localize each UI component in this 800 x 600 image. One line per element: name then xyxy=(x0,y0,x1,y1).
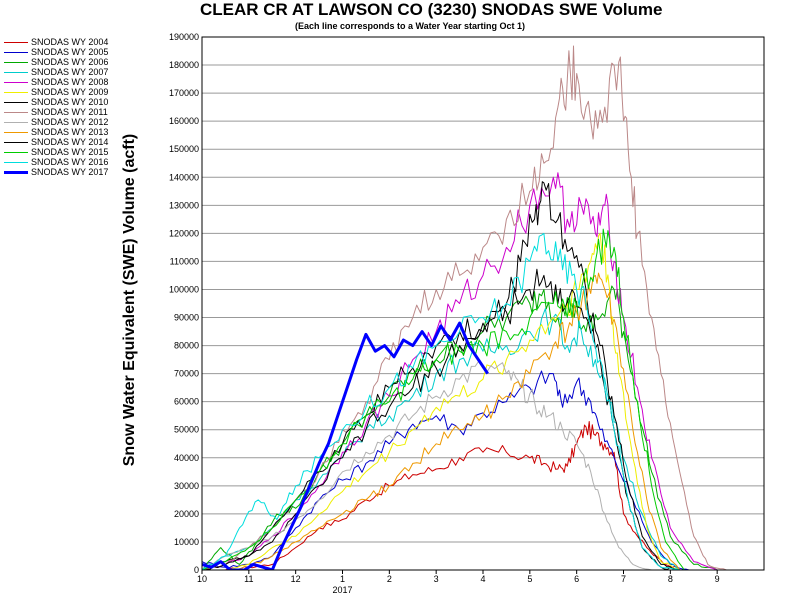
legend-item: SNODAS WY 2015 xyxy=(4,147,144,157)
plot-background xyxy=(202,37,764,570)
legend-swatch xyxy=(4,102,28,103)
legend-label: SNODAS WY 2013 xyxy=(31,127,109,137)
y-tick-label: 170000 xyxy=(169,88,199,98)
x-tick-label: 2 xyxy=(387,574,392,584)
legend-item: SNODAS WY 2011 xyxy=(4,107,144,117)
legend-item: SNODAS WY 2005 xyxy=(4,47,144,57)
y-tick-label: 190000 xyxy=(169,32,199,42)
series-line-snodas-wy-2005 xyxy=(202,370,764,570)
x-tick-label: 5 xyxy=(527,574,532,584)
legend-label: SNODAS WY 2011 xyxy=(31,107,108,117)
y-tick-label: 0 xyxy=(194,565,199,575)
legend-label: SNODAS WY 2008 xyxy=(31,77,109,87)
y-tick-label: 80000 xyxy=(174,341,199,351)
series-line-snodas-wy-2012 xyxy=(202,360,764,570)
y-tick-label: 30000 xyxy=(174,481,199,491)
legend-item: SNODAS WY 2017 xyxy=(4,167,144,177)
y-tick-label: 60000 xyxy=(174,397,199,407)
y-tick-label: 50000 xyxy=(174,425,199,435)
legend-label: SNODAS WY 2009 xyxy=(31,87,109,97)
legend-label: SNODAS WY 2007 xyxy=(31,67,109,77)
legend-swatch xyxy=(4,52,28,53)
legend-item: SNODAS WY 2014 xyxy=(4,137,144,147)
chart-title: CLEAR CR AT LAWSON CO (3230) SNODAS SWE … xyxy=(200,0,663,19)
plot-frame xyxy=(201,36,765,571)
legend-item: SNODAS WY 2010 xyxy=(4,97,144,107)
x-tick-label: 10 xyxy=(197,574,207,584)
x-tick-label: 9 xyxy=(715,574,720,584)
legend-item: SNODAS WY 2008 xyxy=(4,77,144,87)
y-tick-label: 10000 xyxy=(174,537,199,547)
legend-item: SNODAS WY 2004 xyxy=(4,37,144,47)
legend-swatch xyxy=(4,42,28,43)
y-tick-label: 90000 xyxy=(174,313,199,323)
legend-item: SNODAS WY 2016 xyxy=(4,157,144,167)
legend-item: SNODAS WY 2009 xyxy=(4,87,144,97)
legend-swatch xyxy=(4,82,28,83)
legend-swatch xyxy=(4,92,28,93)
legend-swatch xyxy=(4,142,28,143)
legend: SNODAS WY 2004 SNODAS WY 2005 SNODAS WY 20… xyxy=(4,37,144,177)
series-line-snodas-wy-2006 xyxy=(202,285,764,570)
y-tick-label: 160000 xyxy=(169,116,199,126)
x-tick-label: 8 xyxy=(668,574,673,584)
legend-label: SNODAS WY 2014 xyxy=(31,137,109,147)
legend-swatch xyxy=(4,122,28,123)
y-tick-label: 180000 xyxy=(169,60,199,70)
legend-swatch xyxy=(4,72,28,73)
legend-label: SNODAS WY 2015 xyxy=(31,147,109,157)
legend-swatch xyxy=(4,112,28,113)
legend-swatch xyxy=(4,162,28,163)
legend-item: SNODAS WY 2006 xyxy=(4,57,144,67)
x-tick-label: 11 xyxy=(244,574,253,584)
legend-item: SNODAS WY 2013 xyxy=(4,127,144,137)
legend-swatch xyxy=(4,152,28,153)
series-line-snodas-wy-2007 xyxy=(202,308,764,570)
legend-swatch xyxy=(4,62,28,63)
y-tick-label: 140000 xyxy=(169,172,199,182)
legend-swatch xyxy=(4,132,28,133)
x-year-label: 2017 xyxy=(332,585,352,595)
y-tick-label: 100000 xyxy=(169,284,199,294)
series-line-snodas-wy-2009 xyxy=(202,232,764,570)
series-line-snodas-wy-2017 xyxy=(202,321,489,570)
x-tick-label: 6 xyxy=(574,574,579,584)
y-tick-label: 110000 xyxy=(170,256,199,266)
x-tick-label: 12 xyxy=(291,574,301,584)
legend-swatch xyxy=(4,171,28,174)
y-tick-label: 70000 xyxy=(174,369,199,379)
legend-label: SNODAS WY 2017 xyxy=(31,167,109,177)
legend-label: SNODAS WY 2005 xyxy=(31,47,109,57)
x-tick-label: 7 xyxy=(621,574,626,584)
x-tick-label: 3 xyxy=(434,574,439,584)
legend-item: SNODAS WY 2007 xyxy=(4,67,144,77)
x-tick-label: 4 xyxy=(480,574,485,584)
series-line-snodas-wy-2013 xyxy=(202,272,764,570)
series-line-snodas-wy-2016 xyxy=(202,232,764,570)
y-tick-label: 130000 xyxy=(169,200,199,210)
y-tick-label: 120000 xyxy=(169,228,199,238)
legend-label: SNODAS WY 2010 xyxy=(31,97,109,107)
y-tick-label: 20000 xyxy=(174,509,199,519)
legend-label: SNODAS WY 2004 xyxy=(31,37,109,47)
legend-label: SNODAS WY 2016 xyxy=(31,157,109,167)
legend-item: SNODAS WY 2012 xyxy=(4,117,144,127)
y-tick-label: 150000 xyxy=(169,144,199,154)
y-tick-label: 40000 xyxy=(174,453,199,463)
legend-label: SNODAS WY 2012 xyxy=(31,117,109,127)
legend-label: SNODAS WY 2006 xyxy=(31,57,109,67)
x-tick-label: 1 xyxy=(340,574,345,584)
series-line-snodas-wy-2008 xyxy=(202,172,764,570)
chart-subtitle: (Each line corresponds to a Water Year s… xyxy=(294,21,526,31)
